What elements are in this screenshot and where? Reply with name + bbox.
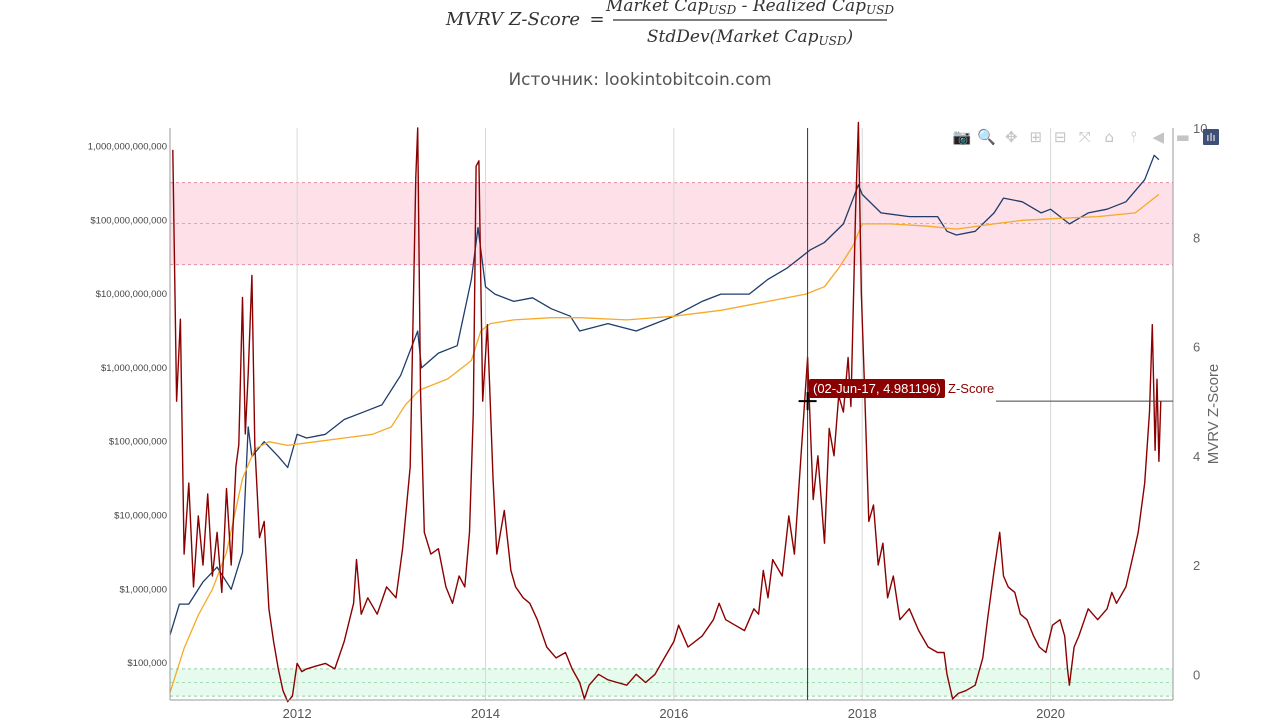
plotly-logo-icon[interactable]: ılı: [1203, 129, 1219, 145]
x-tick-2012: 2012: [283, 706, 312, 720]
series-line-0: [169, 154, 1160, 636]
formula-denominator: StdDev(Market CapUSD): [647, 27, 853, 48]
formula-lhs: MVRV Z-Score: [445, 9, 580, 30]
hover-layer: [798, 128, 1173, 700]
x-tick-2018: 2018: [848, 706, 877, 720]
zoom-in-icon[interactable]: ⊞: [1029, 128, 1043, 146]
x-tick-2016: 2016: [659, 706, 688, 720]
series-layer: [169, 121, 1162, 703]
source-caption: Источник: lookintobitcoin.com: [508, 70, 772, 90]
series-line-z-score: [172, 121, 1162, 703]
y-right-tick-8: 8: [1193, 230, 1200, 245]
formula-equals: =: [589, 9, 604, 30]
y-right-tick-0: 0: [1193, 667, 1200, 682]
y-left-tick-7: 1,000,000,000,000: [88, 141, 167, 152]
zoom-icon[interactable]: 🔍: [977, 128, 997, 146]
y-left-tick-4: $1,000,000,000: [101, 363, 167, 374]
formula-numerator: Market CapUSD - Realized CapUSD: [605, 0, 894, 17]
y-right-tick-2: 2: [1193, 558, 1200, 573]
y-left-tick-5: $10,000,000,000: [96, 289, 167, 300]
chart-toolbar: 📷 🔍 ✥ ⊞ ⊟ ⤧ ⌂ ⫯ ◀ ▬ ılı: [950, 126, 1219, 148]
hover-compare-icon[interactable]: ▬: [1175, 128, 1190, 146]
hover-series-label: Z-Score: [948, 381, 995, 396]
y-left-tick-0: $100,000: [127, 658, 167, 669]
y-right-tick-6: 6: [1193, 340, 1200, 355]
y-right-tick-4: 4: [1193, 449, 1200, 464]
reset-axes-icon[interactable]: ⌂: [1104, 128, 1115, 146]
series-line-1: [169, 193, 1160, 693]
hover-closest-icon[interactable]: ◀: [1152, 128, 1165, 146]
zoom-out-icon[interactable]: ⊟: [1053, 128, 1067, 146]
y-left-tick-3: $100,000,000: [109, 437, 167, 448]
axes-layer: 2012 2014 2016 2018 2020 $100,000 $1,000,000 $1…: [88, 121, 1222, 720]
y-left-tick-6: $100,000,000,000: [90, 215, 167, 226]
spike-lines-icon[interactable]: ⫯: [1130, 128, 1138, 146]
y-left-tick-1: $1,000,000: [119, 584, 167, 595]
x-tick-2020: 2020: [1036, 706, 1065, 720]
hover-tooltip: (02-Jun-17, 4.981196): [809, 379, 945, 398]
x-tick-2014: 2014: [471, 706, 500, 720]
camera-icon[interactable]: 📷: [952, 128, 972, 146]
y-left-tick-2: $10,000,000: [114, 510, 167, 521]
mvrv-formula: MVRV Z-Score = Market CapUSD - Realized …: [445, 0, 895, 48]
autoscale-icon[interactable]: ⤧: [1078, 128, 1091, 146]
bands-layer: [170, 182, 1173, 697]
pan-icon[interactable]: ✥: [1004, 128, 1018, 146]
y-right-title: MVRV Z-Score: [1205, 364, 1222, 465]
